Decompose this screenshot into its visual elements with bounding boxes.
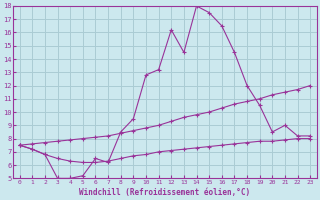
X-axis label: Windchill (Refroidissement éolien,°C): Windchill (Refroidissement éolien,°C): [79, 188, 251, 197]
